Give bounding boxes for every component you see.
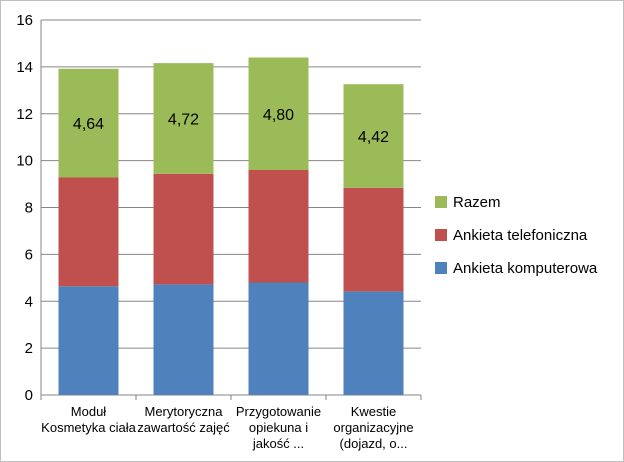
legend-swatch	[435, 229, 447, 241]
bar-segment-razem	[58, 68, 119, 178]
category-label-line: zawartość zajęć	[137, 420, 230, 435]
category-label: Kwestie organizacyjne (dojazd, o...	[333, 404, 413, 451]
y-tick-label: 14	[16, 59, 33, 76]
category-label-line: Kwestie	[351, 404, 397, 419]
y-tick-label: 10	[16, 153, 33, 170]
y-tick-label: 12	[16, 106, 33, 123]
bar-segment-ankieta-komputerowa	[343, 291, 404, 395]
legend-label: Razem	[453, 194, 501, 211]
data-labels: 4,64 4,72 4,80 4,42	[73, 107, 389, 146]
category-label-line: opiekuna i	[249, 420, 308, 435]
y-tick-label: 2	[25, 340, 33, 357]
bar-segment-ankieta-telefoniczna	[153, 173, 214, 285]
category-label: Przygotowanie opiekuna i jakość ...	[236, 404, 321, 451]
legend-label: Ankieta telefoniczna	[453, 227, 588, 244]
bar-segment-ankieta-telefoniczna	[248, 170, 309, 283]
category-label-line: (dojazd, o...	[340, 436, 408, 451]
data-label: 4,42	[358, 129, 389, 146]
bar-segment-ankieta-komputerowa	[58, 286, 119, 395]
legend: Razem Ankieta telefoniczna Ankieta kompute…	[435, 194, 598, 277]
bar-segment-ankieta-komputerowa	[248, 282, 309, 395]
data-label: 4,72	[168, 111, 199, 128]
y-tick-label: 8	[25, 200, 33, 217]
category-label-line: Przygotowanie	[236, 404, 321, 419]
legend-label: Ankieta komputerowa	[453, 260, 598, 277]
category-label: Merytoryczna zawartość zajęć	[137, 404, 230, 435]
category-label-line: organizacyjne	[333, 420, 413, 435]
category-label-line: jakość ...	[252, 436, 304, 451]
bar-segment-razem	[153, 63, 214, 174]
y-tick-label: 6	[25, 246, 33, 263]
bars	[58, 57, 404, 395]
category-label-line: Kosmetyka ciała	[41, 420, 136, 435]
data-label: 4,64	[73, 116, 104, 133]
legend-swatch	[435, 262, 447, 274]
y-tick-label: 0	[25, 387, 33, 404]
category-label-line: Moduł	[71, 404, 107, 419]
bar-segment-razem	[343, 84, 404, 188]
bar-segment-ankieta-telefoniczna	[58, 177, 119, 287]
y-tick-label: 4	[25, 293, 33, 310]
category-label: Moduł Kosmetyka ciała	[41, 404, 136, 435]
legend-swatch	[435, 196, 447, 208]
bar-segment-razem	[248, 57, 309, 170]
data-label: 4,80	[263, 107, 294, 124]
y-tick-label: 16	[16, 12, 33, 29]
bar-segment-ankieta-komputerowa	[153, 284, 214, 395]
category-label-line: Merytoryczna	[144, 404, 223, 419]
bar-segment-ankieta-telefoniczna	[343, 187, 404, 292]
